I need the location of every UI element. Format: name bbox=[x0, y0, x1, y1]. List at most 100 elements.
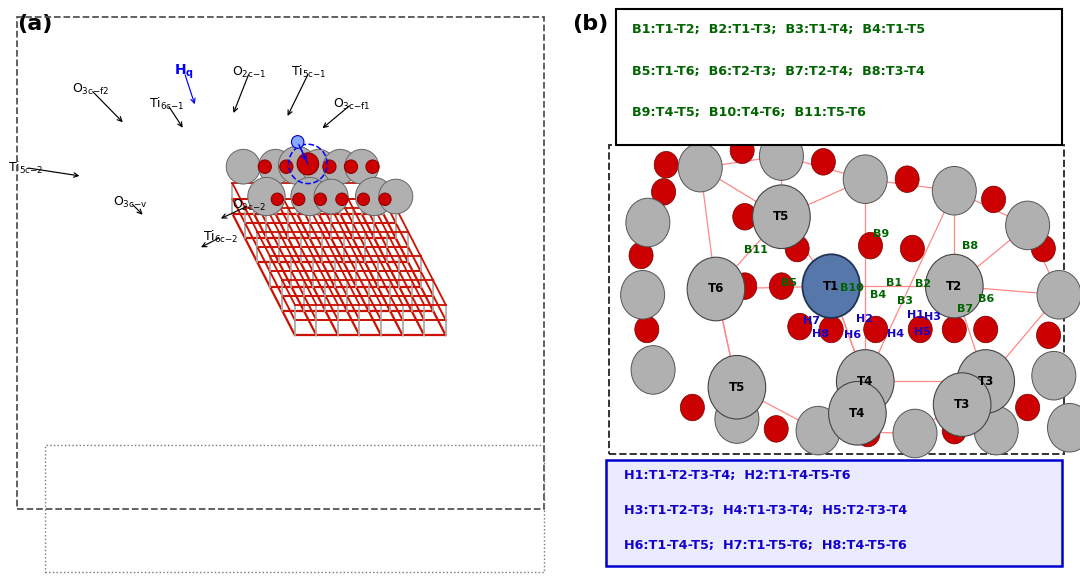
Text: B8: B8 bbox=[962, 240, 978, 251]
Text: $\mathregular{Ti_{5c\mathdefault{-}2}}$: $\mathregular{Ti_{5c\mathdefault{-}2}}$ bbox=[8, 160, 43, 176]
Circle shape bbox=[247, 177, 285, 216]
Circle shape bbox=[932, 166, 976, 215]
Text: T4: T4 bbox=[849, 407, 865, 420]
Text: $\mathregular{O_{2c\mathdefault{-}2}}$: $\mathregular{O_{2c\mathdefault{-}2}}$ bbox=[232, 198, 267, 213]
Circle shape bbox=[379, 179, 413, 214]
Text: B7: B7 bbox=[957, 304, 973, 314]
Text: H7: H7 bbox=[804, 316, 821, 326]
Circle shape bbox=[787, 313, 812, 340]
Circle shape bbox=[957, 350, 1014, 413]
Text: H4: H4 bbox=[887, 329, 904, 339]
Circle shape bbox=[732, 203, 757, 230]
Circle shape bbox=[336, 193, 348, 206]
Circle shape bbox=[982, 186, 1005, 213]
Circle shape bbox=[843, 155, 888, 203]
Text: H3:T1-T2-T3;  H4:T1-T3-T4;  H5:T2-T3-T4: H3:T1-T2-T3; H4:T1-T3-T4; H5:T2-T3-T4 bbox=[624, 504, 907, 517]
Circle shape bbox=[345, 160, 357, 173]
Text: H6:T1-T4-T5;  H7:T1-T5-T6;  H8:T4-T5-T6: H6:T1-T4-T5; H7:T1-T5-T6; H8:T4-T5-T6 bbox=[624, 539, 907, 551]
Circle shape bbox=[258, 160, 271, 173]
Text: $\mathregular{H_q}$: $\mathregular{H_q}$ bbox=[174, 63, 194, 81]
Text: B10: B10 bbox=[840, 283, 864, 293]
Circle shape bbox=[345, 149, 379, 184]
Circle shape bbox=[942, 316, 967, 343]
Circle shape bbox=[864, 316, 888, 343]
Text: (b): (b) bbox=[572, 14, 608, 35]
FancyBboxPatch shape bbox=[606, 460, 1062, 566]
Circle shape bbox=[301, 149, 336, 184]
Circle shape bbox=[635, 316, 659, 343]
Circle shape bbox=[1031, 351, 1076, 400]
Circle shape bbox=[796, 406, 840, 455]
Text: B2: B2 bbox=[915, 279, 931, 290]
Text: B3: B3 bbox=[896, 295, 913, 306]
Circle shape bbox=[730, 137, 754, 164]
Text: $\mathregular{O_{3c\mathdefault{-}f2}}$: $\mathregular{O_{3c\mathdefault{-}f2}}$ bbox=[72, 82, 109, 97]
Text: H1: H1 bbox=[906, 310, 923, 320]
Text: T6: T6 bbox=[707, 283, 725, 295]
FancyBboxPatch shape bbox=[609, 144, 1064, 454]
Circle shape bbox=[621, 271, 664, 319]
Circle shape bbox=[366, 160, 379, 173]
Circle shape bbox=[293, 193, 305, 206]
Text: H8: H8 bbox=[812, 329, 829, 339]
Circle shape bbox=[811, 149, 836, 175]
Circle shape bbox=[759, 132, 804, 180]
Circle shape bbox=[271, 193, 283, 206]
Circle shape bbox=[301, 157, 314, 171]
Circle shape bbox=[933, 373, 991, 436]
Circle shape bbox=[687, 257, 745, 321]
Circle shape bbox=[258, 149, 293, 184]
Circle shape bbox=[785, 235, 809, 262]
Circle shape bbox=[292, 136, 303, 149]
Circle shape bbox=[1031, 235, 1055, 262]
Circle shape bbox=[280, 160, 293, 173]
Circle shape bbox=[297, 153, 319, 175]
Text: $\mathregular{O_{3c\mathdefault{-}f1}}$: $\mathregular{O_{3c\mathdefault{-}f1}}$ bbox=[333, 97, 370, 112]
Circle shape bbox=[279, 146, 315, 184]
FancyBboxPatch shape bbox=[617, 9, 1062, 144]
Text: B11: B11 bbox=[744, 244, 768, 255]
Circle shape bbox=[323, 149, 357, 184]
Circle shape bbox=[1048, 403, 1080, 452]
Circle shape bbox=[1015, 394, 1040, 421]
Circle shape bbox=[629, 242, 653, 269]
Circle shape bbox=[753, 185, 810, 249]
Circle shape bbox=[895, 166, 919, 192]
Circle shape bbox=[226, 149, 260, 184]
Circle shape bbox=[802, 254, 860, 318]
Text: T3: T3 bbox=[954, 398, 970, 411]
Text: $\mathregular{O_{3c\mathdefault{-}v}}$: $\mathregular{O_{3c\mathdefault{-}v}}$ bbox=[113, 195, 148, 210]
Circle shape bbox=[893, 409, 937, 458]
Text: $\mathregular{Ti_{5c\mathdefault{-}1}}$: $\mathregular{Ti_{5c\mathdefault{-}1}}$ bbox=[292, 64, 327, 80]
Circle shape bbox=[732, 273, 757, 299]
Circle shape bbox=[828, 381, 887, 445]
Circle shape bbox=[974, 406, 1018, 455]
Circle shape bbox=[908, 316, 932, 343]
Text: B9: B9 bbox=[873, 229, 889, 239]
Text: B1: B1 bbox=[886, 278, 902, 288]
Circle shape bbox=[819, 316, 843, 343]
Text: $\mathregular{Ti_{6c\mathdefault{-}2}}$: $\mathregular{Ti_{6c\mathdefault{-}2}}$ bbox=[203, 229, 239, 245]
Text: T1: T1 bbox=[823, 280, 839, 292]
Circle shape bbox=[291, 177, 328, 216]
Text: $\mathregular{O_{2c\mathdefault{-}1}}$: $\mathregular{O_{2c\mathdefault{-}1}}$ bbox=[232, 65, 267, 80]
Circle shape bbox=[1005, 201, 1050, 250]
Text: H5: H5 bbox=[915, 327, 931, 338]
Circle shape bbox=[942, 417, 967, 444]
Circle shape bbox=[355, 177, 393, 216]
Text: (a): (a) bbox=[17, 14, 53, 35]
Text: T4: T4 bbox=[858, 375, 874, 388]
Text: H6: H6 bbox=[843, 330, 861, 340]
Circle shape bbox=[926, 254, 983, 318]
Circle shape bbox=[379, 193, 391, 206]
Text: B5: B5 bbox=[781, 278, 797, 288]
Text: T5: T5 bbox=[773, 210, 789, 223]
Text: T2: T2 bbox=[946, 280, 962, 292]
Circle shape bbox=[323, 160, 336, 173]
Circle shape bbox=[651, 179, 676, 205]
Text: B5:T1-T6;  B6:T2-T3;  B7:T2-T4;  B8:T3-T4: B5:T1-T6; B6:T2-T3; B7:T2-T4; B8:T3-T4 bbox=[632, 65, 926, 77]
Text: T3: T3 bbox=[977, 375, 994, 388]
Text: B9:T4-T5;  B10:T4-T6;  B11:T5-T6: B9:T4-T5; B10:T4-T6; B11:T5-T6 bbox=[632, 106, 866, 119]
Circle shape bbox=[765, 416, 788, 442]
Circle shape bbox=[626, 198, 670, 247]
